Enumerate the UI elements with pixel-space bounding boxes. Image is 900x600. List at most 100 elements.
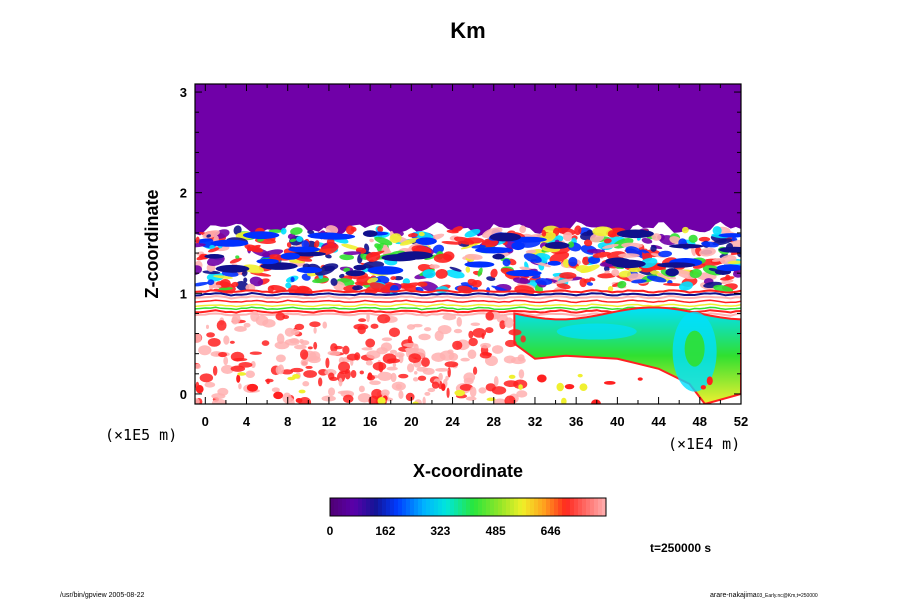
lower-layer-patch [444,361,459,368]
lower-layer-patch [358,385,365,393]
turbulence-blob [698,236,711,242]
lower-layer-patch [309,321,321,328]
lower-layer-patch [357,393,372,403]
colorbar-cell [494,498,499,516]
colorbar-cell [358,498,363,516]
turbulence-blob [646,275,667,283]
lower-layer-patch [381,337,393,342]
colorbar-cell [578,498,583,516]
turbulence-blob [582,257,590,266]
y-tick-label: 2 [180,186,187,201]
turbulence-blob [343,267,351,273]
lower-layer-patch [491,386,507,395]
colorbar-cell [394,498,399,516]
y-axis-label: Z-coordinate [142,189,162,298]
colorbar-cell [382,498,387,516]
turbulence-streak [362,230,378,238]
lower-layer-patch [465,396,477,401]
lower-layer-patch [480,342,492,349]
turbulence-blob [464,228,481,238]
lower-layer-patch [230,351,245,362]
colorbar-cell [590,498,595,516]
lower-layer-patch [303,370,318,378]
turbulence-blob [460,242,480,250]
interface-stripe [195,289,741,294]
turbulence-blob [325,254,332,259]
lower-layer-patch [275,312,286,321]
colorbar-cell [330,498,335,516]
lower-layer-patch [408,353,422,364]
lower-layer-patch [390,372,397,383]
chart-title: Km [450,18,485,43]
colorbar-ticks: 0 162 323 485 646 [327,524,561,538]
turbulence-blob [446,229,459,234]
turbulence-streak [204,254,225,259]
lower-layer-patch [300,358,309,367]
lower-layer-patch [700,385,706,390]
lower-layer-patch [422,396,426,404]
lower-layer-patch [302,381,310,387]
turbulence-blob [287,233,296,240]
turbulence-streak [716,264,741,272]
colorbar-cell [602,498,607,516]
turbulence-streak [475,246,513,254]
turbulence-blob [567,241,575,248]
turbulence-blob [202,270,221,275]
turbulence-blob [267,285,275,293]
turbulence-blob [338,273,345,278]
lower-layer-patch [229,340,235,344]
lower-layer-patch [517,354,525,362]
turbulence-blob [525,249,537,254]
lower-layer-patch [412,377,419,382]
lower-layer-patch [195,398,200,404]
colorbar-cell [338,498,343,516]
lower-layer-patch [274,341,290,350]
lower-layer-patch [294,323,305,331]
x-tick-label: 12 [322,414,336,429]
lower-layer-patch [446,387,450,399]
colorbar-cell [582,498,587,516]
lower-layer-patch [223,356,229,366]
lower-layer-patch [460,357,470,362]
turbulence-streak [506,269,542,277]
turbulence-blob [592,251,611,258]
colorbar-cell [570,498,575,516]
lower-layer-patch [245,370,255,379]
lower-layer-patch [205,324,210,329]
colorbar-cell [466,498,471,516]
lower-layer-patch [470,322,481,326]
lower-layer-patch [389,349,397,354]
turbulence-blob [417,281,428,287]
lower-layer-patch [294,344,307,350]
lower-layer-patch [493,376,499,387]
turbulence-blob [296,236,303,243]
lower-layer-patch [412,401,419,404]
lower-layer-patch [307,346,313,350]
lower-layer-patch [472,366,478,375]
turbulence-blob [615,275,634,282]
lower-layer-patch [505,339,517,348]
lower-layer-patch [198,345,212,356]
lower-layer-patch [305,365,313,369]
lower-layer-patch [637,377,643,381]
turbulence-streak [544,241,570,249]
turbulence-blob [290,276,295,283]
interface-stripe [195,299,741,304]
lower-layer-patch [431,381,440,389]
turbulence-blob [658,250,673,258]
lower-layer-patch [243,322,251,328]
lower-layer-patch [447,367,451,378]
lower-layer-patch [504,395,516,404]
lower-layer-patch [246,383,259,392]
turbulence-blob [369,238,374,243]
interface-stripe [195,295,741,300]
lower-layer-patch [504,317,514,329]
lower-layer-patch [292,374,301,379]
turbulence-blob [583,239,593,247]
turbulence-blob [247,244,261,252]
turbulence-blob [580,264,600,274]
turbulence-blob [374,236,393,246]
turbulence-streak [291,251,327,257]
lower-layer-patch [407,335,413,344]
lower-layer-patch [325,357,330,369]
